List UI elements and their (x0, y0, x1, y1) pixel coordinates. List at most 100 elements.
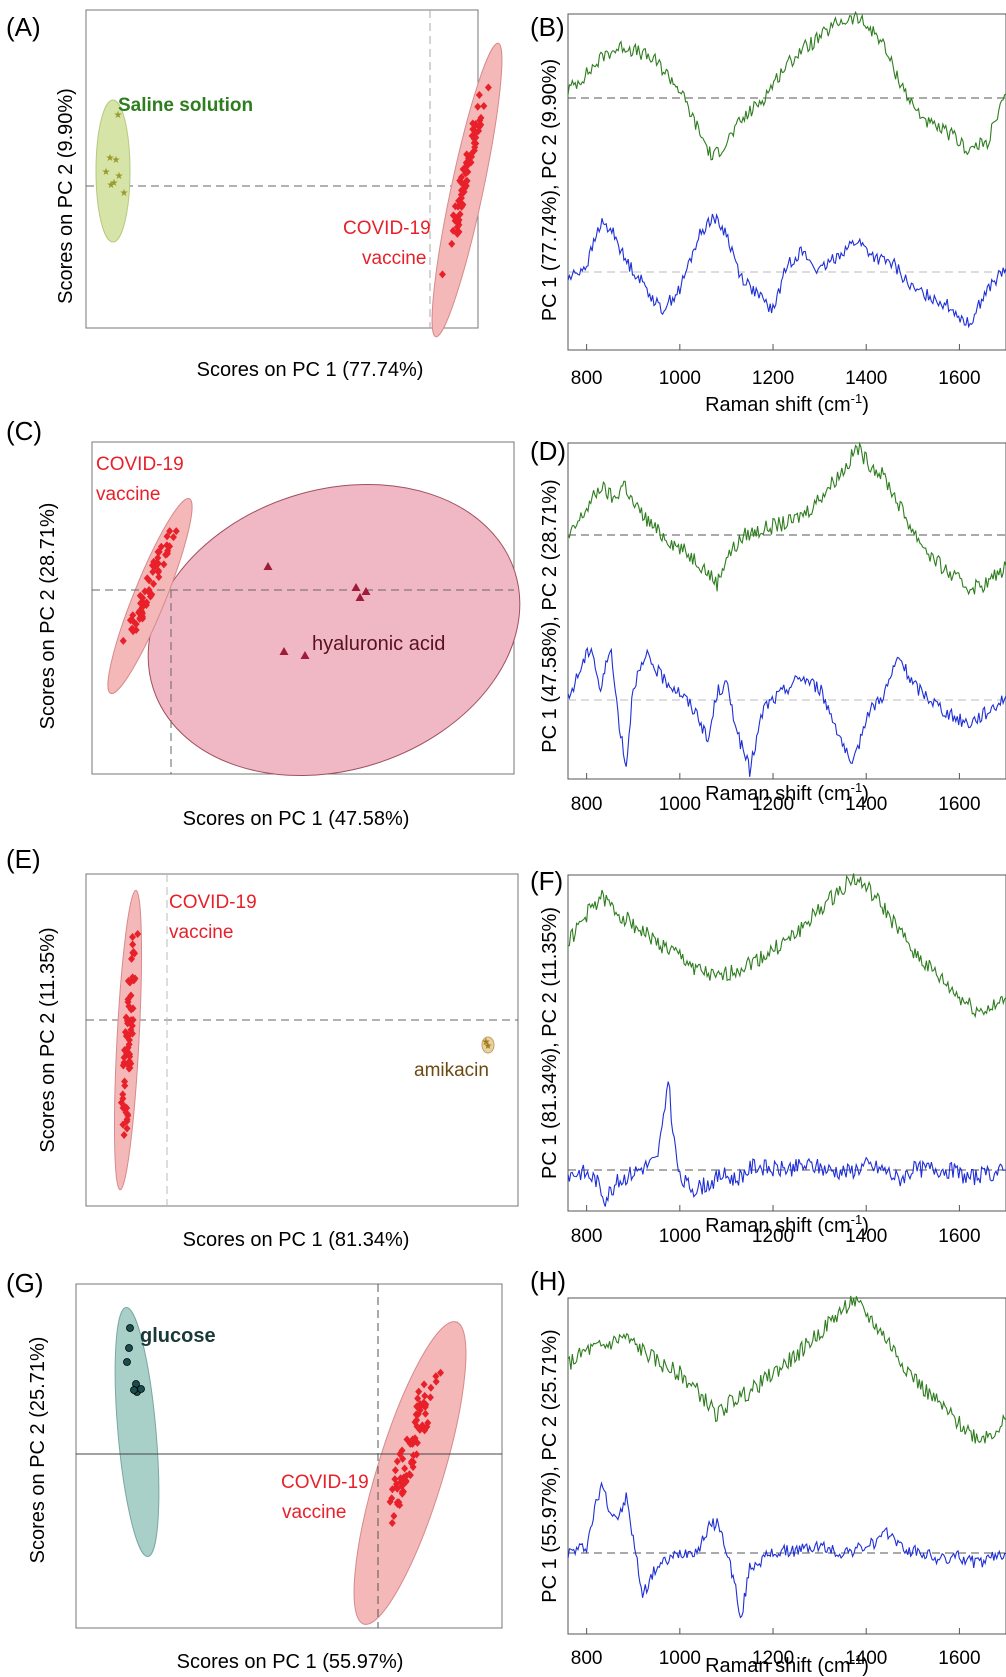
score-point (123, 1030, 131, 1039)
score-point (475, 91, 483, 100)
x-tick-label: 800 (571, 368, 603, 389)
score-point (398, 1489, 406, 1498)
panel-label-c: (C) (6, 416, 42, 446)
score-point (126, 616, 134, 625)
score-point (395, 1498, 403, 1507)
score-point: ★ (115, 171, 124, 182)
pc2-loading-line (567, 441, 1006, 596)
score-point (401, 1464, 409, 1473)
score-point (141, 587, 149, 596)
score-point: ★ (112, 155, 121, 166)
score-point (148, 561, 156, 570)
saline-label: Saline solution (118, 95, 253, 116)
score-point (427, 1383, 435, 1392)
score-point (471, 143, 479, 152)
panel-a-axes-frame (85, 9, 479, 329)
x-tick-label: 1000 (659, 1226, 701, 1247)
score-point (139, 593, 147, 602)
score-point (393, 1457, 401, 1466)
hyaluronic-ellipse (147, 483, 521, 777)
panel-d: (D) 800 1000 1200 1400 1600 Raman shift (cm-… (530, 436, 1006, 815)
score-point (166, 527, 174, 536)
panel-label-a: (A) (6, 12, 41, 42)
score-point: ★ (114, 110, 123, 121)
panel-f-ylabel: PC 1 (81.34%), PC 2 (11.35%) (539, 907, 561, 1179)
x-tick-label: 1600 (938, 1226, 980, 1247)
score-point (148, 590, 156, 599)
score-point (119, 1090, 127, 1099)
score-point (120, 1060, 128, 1069)
score-point (169, 533, 177, 542)
score-point (463, 161, 471, 170)
pc1-loading-line (567, 1481, 1006, 1619)
score-point (154, 559, 162, 568)
score-point (163, 532, 171, 541)
pc1-loading-line (567, 1081, 1006, 1207)
score-point (453, 229, 461, 238)
panel-h-axes-frame (567, 1297, 1006, 1635)
score-point (390, 1512, 398, 1521)
score-point (123, 1124, 131, 1133)
panel-g-ylabel: Scores on PC 2 (25.71%) (27, 1337, 49, 1564)
panel-c: (C) COVID-19 vaccine hyaluronic acid Sco… (6, 416, 521, 830)
score-point (300, 651, 310, 659)
score-point (361, 587, 371, 595)
score-point (460, 180, 468, 189)
x-tick-label: 1400 (845, 1226, 887, 1247)
panel-label-f: (F) (530, 866, 563, 896)
x-tick-label: 800 (571, 1648, 603, 1669)
score-point (119, 1094, 127, 1103)
vaccine-label-e-line2: vaccine (169, 922, 233, 943)
score-point (407, 1459, 415, 1468)
score-point (122, 1013, 130, 1022)
score-point (420, 1380, 428, 1389)
panel-h-xlabel: Raman shift (cm-1) (705, 1652, 869, 1677)
score-point (397, 1477, 405, 1486)
score-point (477, 120, 485, 129)
panel-d-xlabel: Raman shift (cm-1) (705, 780, 869, 805)
x-tick-label: 1600 (938, 368, 980, 389)
score-point (122, 1108, 130, 1117)
score-point (119, 1120, 127, 1129)
score-point (126, 978, 134, 987)
score-point (130, 1386, 138, 1394)
score-point (411, 1418, 419, 1427)
score-point (406, 1471, 414, 1480)
panel-e: (E) ★★ COVID-19 vaccine amikacin Scores … (6, 844, 519, 1251)
pc1-loading-line (567, 212, 1006, 329)
score-point (132, 619, 140, 628)
score-point (125, 1344, 133, 1352)
panel-e-ylabel: Scores on PC 2 (11.35%) (37, 927, 59, 1152)
score-point (453, 223, 461, 232)
x-tick-label: 1400 (845, 368, 887, 389)
x-tick-label: 800 (571, 1226, 603, 1247)
score-point (432, 1377, 440, 1386)
panel-label-h: (H) (530, 1266, 566, 1296)
score-point (426, 1393, 434, 1402)
score-point (391, 1466, 399, 1475)
panel-h-xticks: 800 1000 1200 1400 1600 (571, 1628, 981, 1669)
score-point (150, 579, 158, 588)
panel-b: (B) 800 1000 1200 1400 1600 Raman shift (cm-… (530, 10, 1006, 416)
score-point (391, 1475, 399, 1484)
x-tick-label: 1000 (659, 1648, 701, 1669)
score-point: ★ (106, 153, 115, 164)
score-point (145, 576, 153, 585)
x-tick-label: 1000 (659, 368, 701, 389)
vaccine-label-g-line2: vaccine (282, 1502, 346, 1523)
panel-a-xlabel: Scores on PC 1 (77.74%) (197, 359, 424, 381)
score-point (471, 121, 479, 130)
panel-b-xticks: 800 1000 1200 1400 1600 (571, 344, 981, 389)
vaccine-points-e (117, 929, 142, 1139)
vaccine-points-c (119, 527, 180, 645)
glucose-points (123, 1324, 145, 1396)
score-point (279, 647, 289, 655)
panel-h-ylabel: PC 1 (55.97%), PC 2 (25.71%) (539, 1329, 561, 1602)
x-tick-label: 1200 (752, 1648, 794, 1669)
score-point (456, 176, 464, 185)
score-point (126, 1059, 134, 1068)
hyaluronic-points (263, 562, 371, 659)
panel-f-xlabel: Raman shift (cm-1) (705, 1212, 869, 1237)
score-point (432, 1372, 440, 1381)
